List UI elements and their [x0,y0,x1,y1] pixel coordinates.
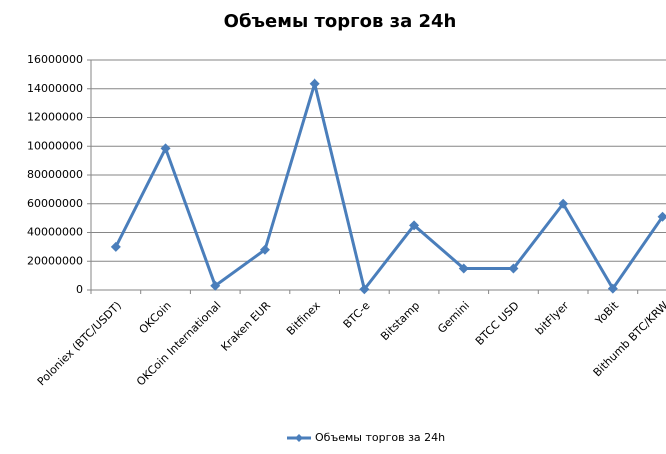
x-tick-label: Bitfinex [284,299,323,338]
line [114,77,664,293]
marker [160,143,171,154]
y-tick-label: 10000000 [27,139,83,152]
marker [409,220,420,231]
legend-label: Объемы торгов за 24h [315,431,445,444]
x-tick-label: bitFlyer [533,299,572,338]
x-tick-label: YoBit [592,299,621,328]
marker [458,263,469,274]
x-tick-label: Bitstamp [378,299,422,343]
marker [558,198,569,209]
y-tick-label: 60000000 [27,197,83,210]
y-tick-label: 14000000 [27,82,83,95]
chart-title: Объемы торгов за 24h [224,11,457,32]
y-tick-label: 40000000 [27,226,83,239]
x-tick-label: Poloniex (BTC/USDT) [35,299,124,388]
y-tick-label: 80000000 [27,168,83,181]
marker [359,284,370,295]
x-tick-label: BTCC USD [473,299,522,348]
y-tick-label: 16000000 [27,53,83,66]
y-tick-label: 20000000 [27,254,83,267]
marker [657,211,666,222]
x-tick-label: BTC-e [341,299,373,331]
marker [607,283,618,294]
y-tick-label: 0 [76,283,83,296]
x-tick-label: OKCoin [137,299,174,336]
marker [110,241,121,252]
marker [210,280,221,291]
marker [508,263,519,274]
marker [309,78,320,89]
y-tick-label: 12000000 [27,111,83,124]
x-tick-label: Kraken EUR [219,299,274,354]
x-tick-label: Gemini [435,299,472,336]
marker [259,244,270,255]
legend-marker [295,434,303,442]
x-tick-label: OKCoin International [134,299,223,388]
